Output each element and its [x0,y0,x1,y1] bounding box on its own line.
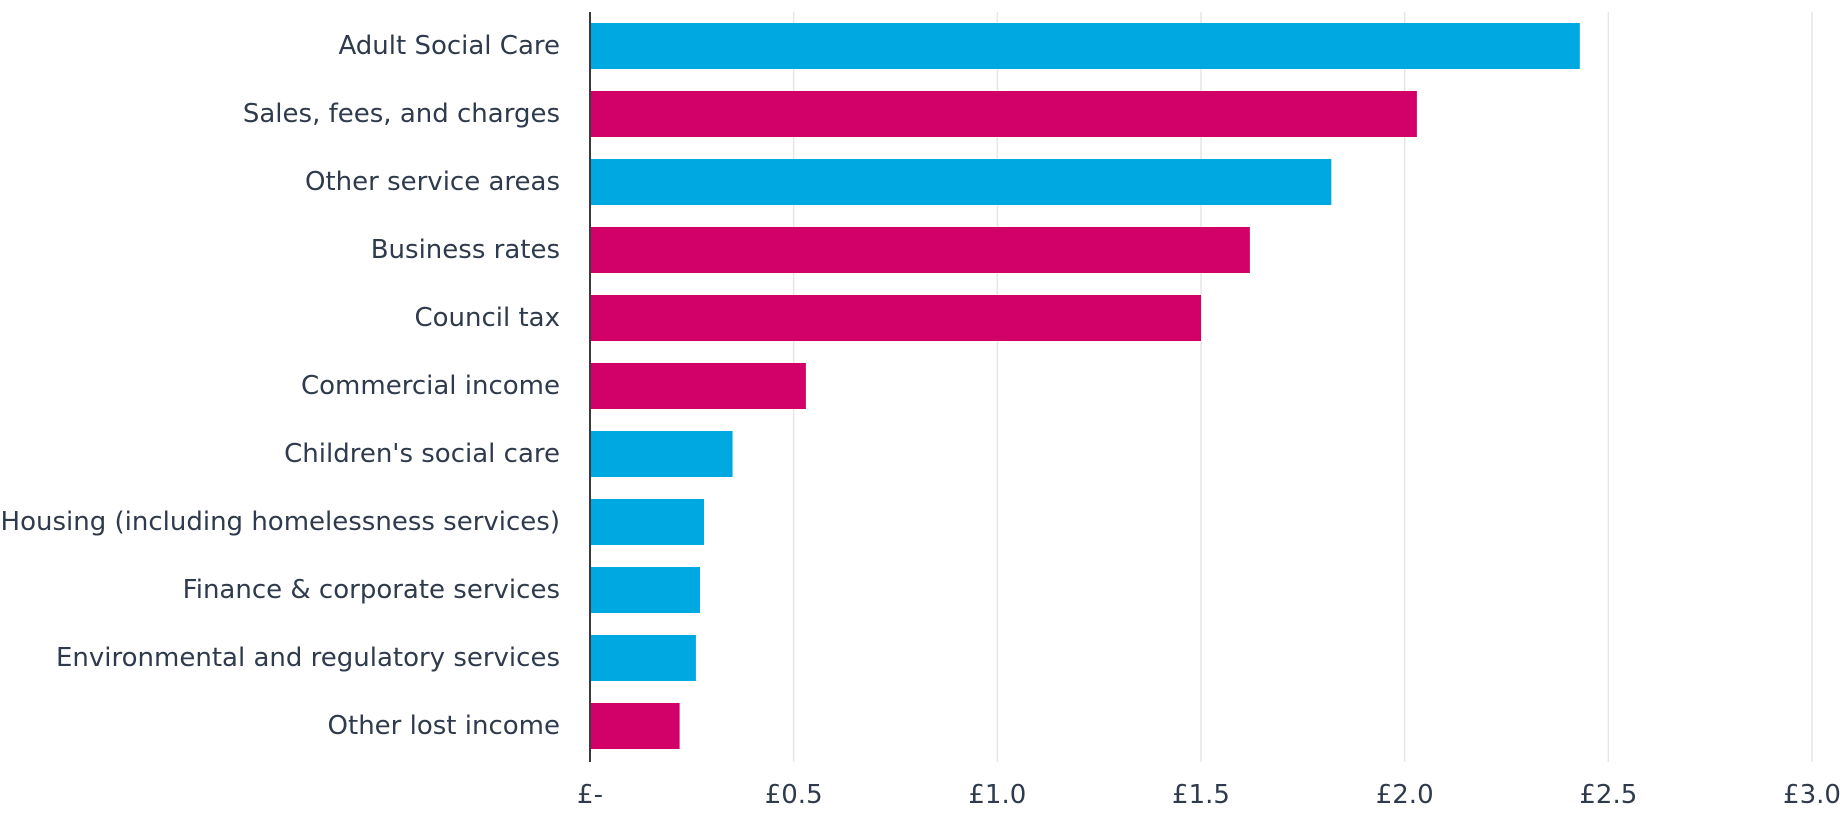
x-tick-label: £1.5 [1172,780,1230,810]
x-tick-label: £- [577,780,603,810]
x-tick-label: £2.5 [1579,780,1637,810]
category-label: Children's social care [284,439,560,469]
category-label: Council tax [414,303,560,333]
category-label: Business rates [371,235,560,265]
bar[interactable] [590,91,1417,137]
bar[interactable] [590,363,806,409]
x-tick-label: £2.0 [1376,780,1434,810]
bar[interactable] [590,703,680,749]
category-label: Adult Social Care [338,31,560,61]
bar[interactable] [590,295,1201,341]
x-tick-label: £1.0 [968,780,1026,810]
x-tick-label: £0.5 [765,780,823,810]
category-label: Environmental and regulatory services [56,643,560,673]
bars [590,23,1580,749]
x-axis-ticks: £- £0.5 £1.0 £1.5 £2.0 £2.5 £3.0 [577,780,1840,810]
bar[interactable] [590,431,733,477]
category-label: Commercial income [301,371,560,401]
category-labels: Adult Social Care Sales, fees, and charge… [1,31,560,741]
category-label: Sales, fees, and charges [243,99,560,129]
category-label: Other service areas [305,167,560,197]
x-tick-label: £3.0 [1783,780,1840,810]
category-label: Housing (including homelessness services… [1,507,560,537]
bar[interactable] [590,159,1332,205]
bar[interactable] [590,499,705,545]
bar[interactable] [590,635,696,681]
bar[interactable] [590,23,1580,69]
category-label: Other lost income [328,711,560,741]
bar[interactable] [590,567,700,613]
bar[interactable] [590,227,1250,273]
category-label: Finance & corporate services [183,575,560,605]
